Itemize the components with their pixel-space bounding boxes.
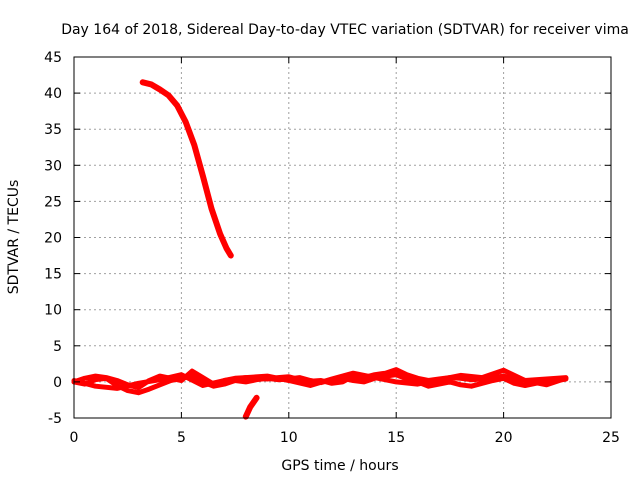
y-tick-label: 15: [44, 267, 62, 283]
x-tick-label: 20: [495, 430, 513, 446]
x-tick-label: 0: [70, 430, 79, 446]
y-tick-label: 35: [44, 122, 62, 138]
y-tick-label: 20: [44, 231, 62, 247]
x-axis-label: GPS time / hours: [281, 458, 398, 474]
x-tick-label: 25: [602, 430, 620, 446]
y-tick-label: 10: [44, 303, 62, 319]
x-tick-label: 10: [280, 430, 298, 446]
series-arc-low: [242, 394, 260, 420]
x-tick-label: 5: [177, 430, 186, 446]
series-arc-high: [139, 79, 234, 259]
y-tick-label: -5: [48, 411, 62, 427]
series-layer: [71, 79, 569, 420]
y-tick-label: 30: [44, 158, 62, 174]
y-tick-label: 5: [53, 339, 62, 355]
grid: [74, 57, 611, 418]
y-tick-label: 40: [44, 86, 62, 102]
y-tick-label: 25: [44, 194, 62, 210]
chart-title: Day 164 of 2018, Sidereal Day-to-day VTE…: [61, 22, 629, 38]
ticks: 0 5 10 15 20 25 -5 0 5 10 15 20 25 30 35 40 45: [44, 50, 620, 446]
x-tick-label: 15: [387, 430, 405, 446]
series-band-c: [71, 367, 569, 391]
y-tick-label: 0: [53, 375, 62, 391]
y-tick-label: 45: [44, 50, 62, 66]
y-axis-label: SDTVAR / TECUs: [6, 180, 22, 295]
